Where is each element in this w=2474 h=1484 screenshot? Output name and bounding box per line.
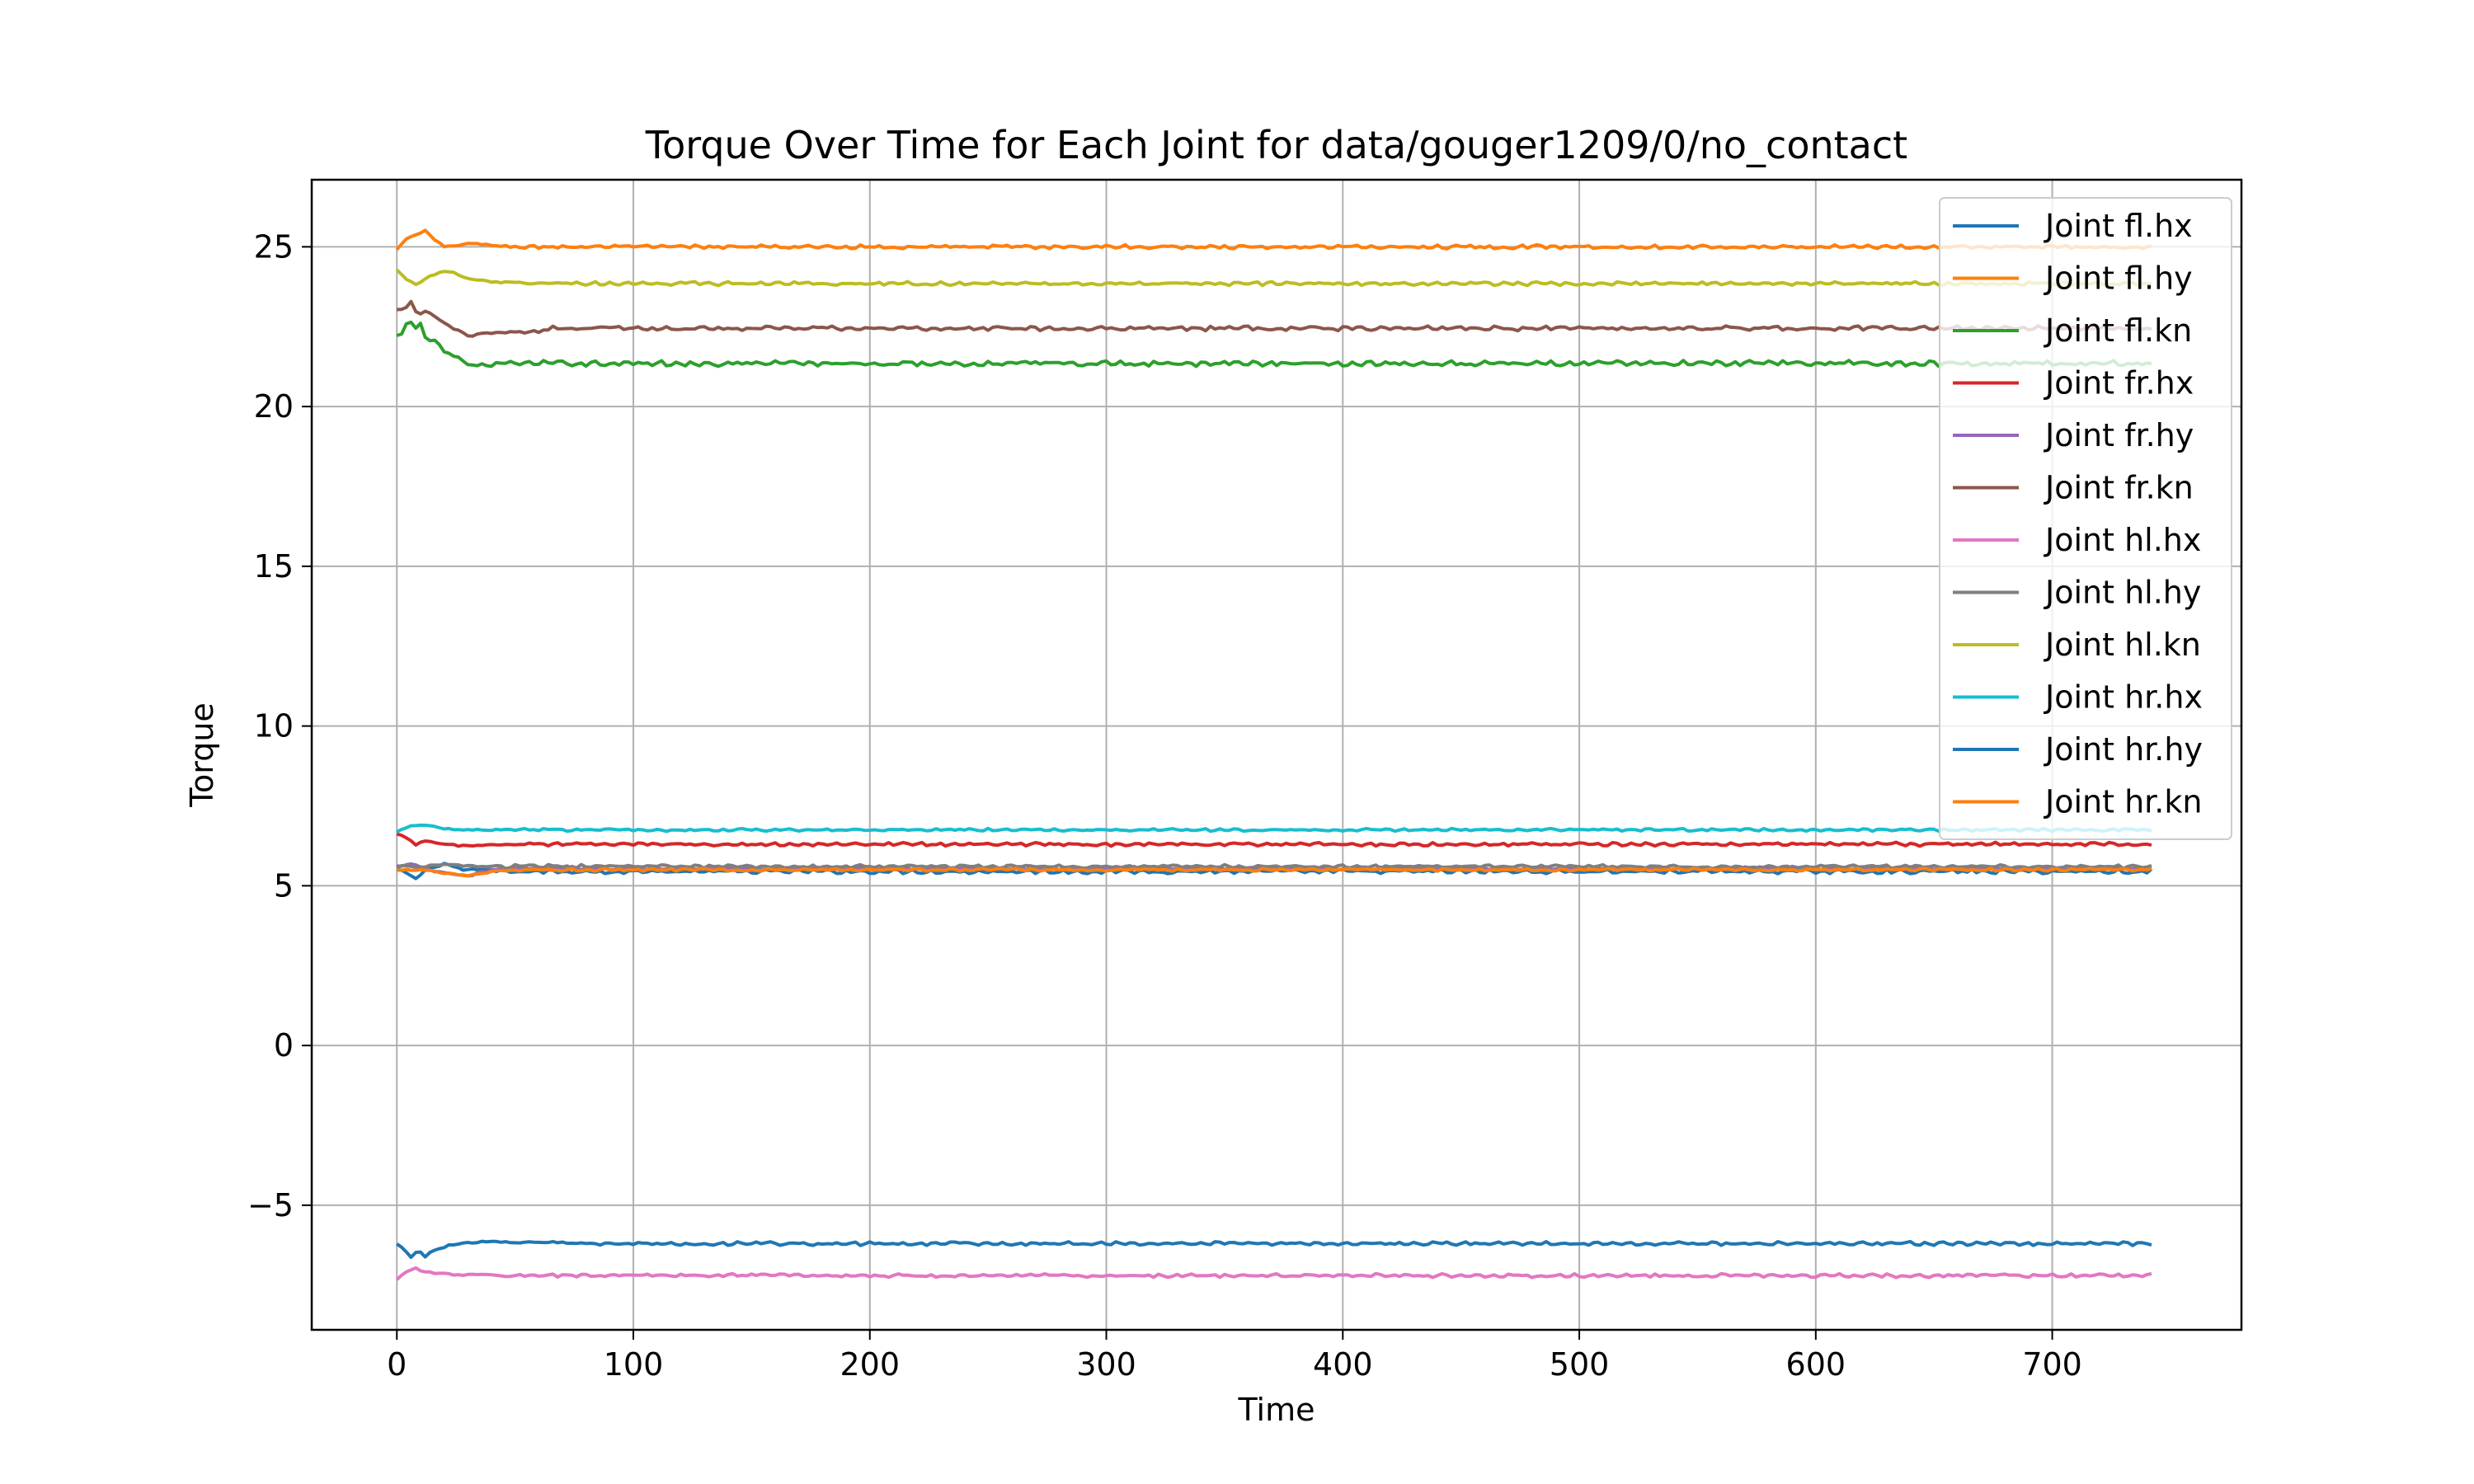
legend-label: Joint fr.hy [2044, 417, 2194, 453]
x-axis-label: Time [1238, 1392, 1315, 1428]
legend: Joint fl.hx Joint fl.hy Joint fl.kn Joint f… [1939, 197, 2232, 840]
legend-label: Joint fl.hx [2044, 208, 2193, 244]
y-axis-label: Torque [184, 702, 220, 808]
series-layer [395, 228, 2153, 1281]
y-tick-label: 0 [274, 1027, 294, 1064]
y-tick-label: 20 [254, 388, 294, 425]
x-tick-label: 0 [387, 1346, 407, 1383]
legend-label: Joint hl.hx [2044, 522, 2201, 558]
x-tick-label: 200 [840, 1346, 900, 1383]
legend-label: Joint fr.hx [2044, 365, 2194, 402]
legend-label: Joint hr.hy [2044, 731, 2203, 768]
legend-label: Joint hr.kn [2044, 784, 2202, 820]
series-line-joint-fr-kn [397, 299, 2152, 338]
ticks: 0 100 200 300 400 500 600 700 −5 0 5 10 15 20 25 [247, 228, 2082, 1383]
y-tick-label: 10 [254, 708, 294, 744]
legend-label: Joint fl.hy [2044, 261, 2193, 297]
series-line-joint-hl-hx [395, 1266, 2152, 1281]
series-line-joint-fl-kn [396, 320, 2152, 369]
series-line-joint-hl-kn [395, 268, 2152, 288]
series-line-joint-hr-kn [397, 866, 2152, 878]
plot-frame [310, 178, 2243, 1331]
x-tick-label: 300 [1076, 1346, 1136, 1383]
legend-box [1939, 197, 2232, 840]
y-tick-label: 15 [254, 548, 294, 585]
y-tick-label: −5 [247, 1187, 294, 1223]
legend-label: Joint fr.kn [2044, 470, 2194, 506]
legend-label: Joint hl.kn [2044, 627, 2201, 663]
y-tick-label: 5 [274, 867, 294, 904]
x-tick-label: 700 [2022, 1346, 2082, 1383]
series-line-joint-hr-hx [396, 823, 2152, 834]
legend-label: Joint fl.kn [2044, 312, 2192, 349]
x-tick-label: 600 [1786, 1346, 1846, 1383]
series-line-joint-fl-hy [395, 228, 2152, 251]
x-tick-label: 400 [1313, 1346, 1373, 1383]
chart-title: Torque Over Time for Each Joint for data… [645, 123, 1907, 167]
x-tick-label: 500 [1550, 1346, 1610, 1383]
legend-label: Joint hr.hx [2044, 679, 2203, 716]
legend-label: Joint hl.hy [2044, 575, 2201, 611]
series-line-joint-hl-hy [396, 862, 2152, 871]
y-tick-label: 25 [254, 228, 294, 265]
series-line-joint-fr-hx [396, 832, 2152, 848]
series-line-joint-hr-hy [396, 1239, 2152, 1259]
x-tick-label: 100 [604, 1346, 664, 1383]
